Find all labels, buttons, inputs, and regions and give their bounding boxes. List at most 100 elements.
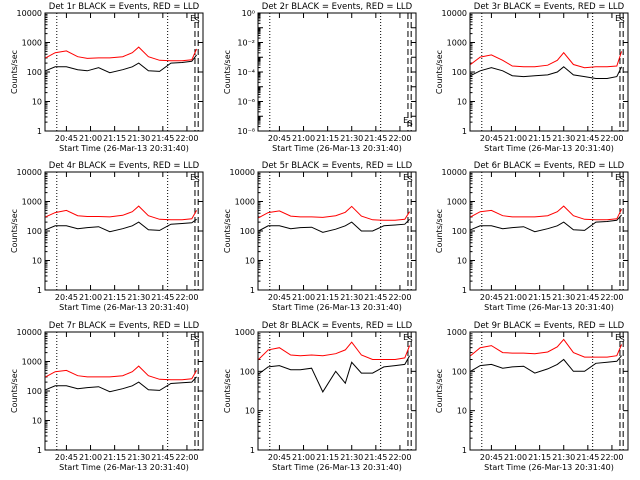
x-tick-label: 21:00: [292, 134, 315, 143]
x-tick-label: 20:45: [480, 134, 503, 143]
marker-e: E: [403, 173, 408, 182]
y-tick-label: 1000: [447, 198, 467, 207]
y-tick-label: 1: [37, 446, 42, 455]
series-events-line: [470, 355, 622, 374]
y-axis-label: Counts/sec: [10, 50, 19, 94]
y-tick-label: 10⁻⁴: [237, 68, 255, 77]
series-events-line: [45, 376, 197, 393]
y-tick-label: 1000: [447, 328, 467, 337]
x-axis-label: Start Time (26-Mar-13 20:31:40): [272, 144, 402, 153]
panel-det-5: Det 5r BLACK = Events, RED = LLD 1 10 100 10…: [223, 161, 417, 312]
x-tick-label: 21:15: [103, 134, 126, 143]
plot-frame: [44, 171, 204, 291]
x-tick-label: 21:00: [79, 293, 102, 302]
x-tick-label: 21:30: [552, 293, 575, 302]
x-tick-label: 21:15: [103, 453, 126, 462]
panel-det-7: Det 7r BLACK = Events, RED = LLD 1 10 100 10…: [10, 321, 204, 472]
panel-title: Det 4r BLACK = Events, RED = LLD: [49, 161, 200, 171]
y-tick-label: 1000: [447, 39, 467, 48]
x-tick-label: 21:00: [292, 453, 315, 462]
x-tick-label: 21:30: [340, 453, 363, 462]
x-axis-label: Start Time (26-Mar-13 20:31:40): [484, 144, 614, 153]
x-tick-label: 21:00: [79, 134, 102, 143]
series-events-line: [470, 214, 622, 233]
marker-s: S: [620, 335, 625, 344]
series-lld-line: [258, 205, 411, 221]
marker-e: E: [190, 333, 195, 342]
panel-det-3: Det 3r BLACK = Events, RED = LLD 1 10 100 10…: [435, 2, 629, 153]
series-events-line: [470, 66, 623, 79]
x-axis-label: Start Time (26-Mar-13 20:31:40): [484, 303, 614, 312]
plot-frame: [257, 331, 417, 451]
series-lld-line: [45, 205, 198, 221]
marker-s: S: [408, 119, 413, 128]
y-tick-label: 10000: [17, 168, 42, 177]
x-tick-label: 21:30: [340, 293, 363, 302]
marker-e: E: [615, 173, 620, 182]
x-tick-label: 22:00: [175, 453, 198, 462]
x-tick-label: 20:45: [55, 453, 78, 462]
x-tick-label: 21:30: [127, 293, 150, 302]
marker-s: S: [195, 175, 200, 184]
series-lld-line: [45, 46, 198, 62]
y-tick-label: 100: [27, 387, 42, 396]
x-tick-label: 20:45: [55, 134, 78, 143]
x-tick-label: 21:15: [528, 293, 551, 302]
series-lld-line: [258, 341, 411, 360]
x-tick-label: 21:15: [316, 134, 339, 143]
x-tick-label: 22:00: [600, 134, 623, 143]
x-tick-label: 22:00: [175, 293, 198, 302]
panel-det-1: Det 1r BLACK = Events, RED = LLD 1 10 100 10…: [10, 2, 204, 153]
panel-det-2: Det 2r BLACK = Events, RED = LLD 10⁻⁸ 10⁻⁶…: [223, 2, 417, 153]
y-tick-label: 1: [37, 286, 42, 295]
x-tick-label: 20:45: [480, 453, 503, 462]
x-tick-label: 21:45: [576, 293, 599, 302]
y-tick-label: 10: [457, 407, 467, 416]
x-tick-label: 21:30: [340, 134, 363, 143]
panel-title: Det 2r BLACK = Events, RED = LLD: [262, 2, 413, 12]
y-tick-label: 10: [32, 417, 42, 426]
x-tick-label: 21:00: [79, 453, 102, 462]
y-tick-label: 1: [462, 286, 467, 295]
marker-e: E: [615, 14, 620, 23]
marker-e: E: [190, 173, 195, 182]
x-axis-label: Start Time (26-Mar-13 20:31:40): [484, 463, 614, 472]
x-tick-label: 21:45: [151, 453, 174, 462]
x-tick-label: 21:45: [576, 134, 599, 143]
panel-det-9: Det 9r BLACK = Events, RED = LLD 1 10 100 10…: [435, 321, 629, 472]
y-axis-label: Counts/sec: [435, 369, 444, 413]
x-tick-label: 21:45: [364, 293, 387, 302]
y-tick-label: 1: [462, 446, 467, 455]
x-tick-label: 22:00: [388, 293, 411, 302]
y-tick-label: 10⁻⁶: [237, 98, 255, 107]
panel-title: Det 3r BLACK = Events, RED = LLD: [474, 2, 625, 12]
plot-frame: [44, 331, 204, 451]
series-lld-line: [45, 365, 198, 381]
y-tick-label: 10: [32, 257, 42, 266]
y-tick-label: 10: [245, 257, 255, 266]
marker-s: S: [408, 175, 413, 184]
y-tick-label: 100: [240, 227, 255, 236]
y-tick-label: 100: [27, 68, 42, 77]
x-tick-label: 20:45: [268, 453, 291, 462]
marker-s: S: [195, 16, 200, 25]
x-tick-label: 21:00: [292, 293, 315, 302]
x-tick-label: 22:00: [600, 293, 623, 302]
plot-frame: [469, 171, 629, 291]
y-tick-label: 10: [245, 407, 255, 416]
x-tick-label: 21:45: [151, 134, 174, 143]
x-tick-label: 21:00: [504, 293, 527, 302]
y-axis-label: Counts/sec: [223, 209, 232, 253]
panel-det-4: Det 4r BLACK = Events, RED = LLD 1 10 100 10…: [10, 161, 204, 312]
x-tick-label: 22:00: [388, 453, 411, 462]
y-tick-label: 1: [250, 286, 255, 295]
y-tick-label: 1000: [235, 198, 255, 207]
series-lld-line: [470, 338, 623, 358]
plot-frame: [257, 171, 417, 291]
series-events-line: [258, 355, 411, 393]
y-tick-label: 10⁻²: [237, 39, 255, 48]
x-tick-label: 21:30: [552, 134, 575, 143]
y-tick-label: 100: [452, 227, 467, 236]
y-axis-label: Counts/sec: [435, 209, 444, 253]
